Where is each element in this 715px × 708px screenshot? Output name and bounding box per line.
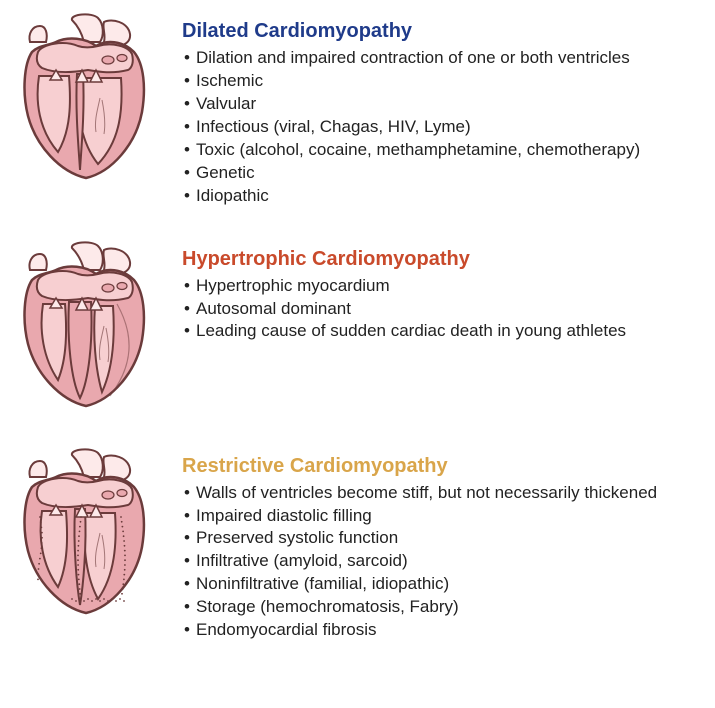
- bullet-item: Walls of ventricles become stiff, but no…: [182, 482, 703, 505]
- bullet-item: Noninfiltrative (familial, idiopathic): [182, 573, 703, 596]
- bullet-item: Endomyocardial fibrosis: [182, 619, 703, 642]
- bullet-item: Leading cause of sudden cardiac death in…: [182, 320, 703, 343]
- bullet-item: Hypertrophic myocardium: [182, 275, 703, 298]
- bullet-item: Toxic (alcohol, cocaine, methamphetamine…: [182, 139, 703, 162]
- section-dilated: Dilated Cardiomyopathy Dilation and impai…: [12, 12, 703, 208]
- bullet-list-dilated: Dilation and impaired contraction of one…: [182, 47, 703, 208]
- title-hypertrophic: Hypertrophic Cardiomyopathy: [182, 248, 703, 271]
- section-restrictive: Restrictive Cardiomyopathy Walls of ventr…: [12, 447, 703, 643]
- bullet-item: Ischemic: [182, 70, 703, 93]
- bullet-list-restrictive: Walls of ventricles become stiff, but no…: [182, 482, 703, 643]
- bullet-item: Idiopathic: [182, 185, 703, 208]
- bullet-item: Autosomal dominant: [182, 298, 703, 321]
- heart-diagram-hypertrophic: [12, 240, 162, 415]
- bullet-list-hypertrophic: Hypertrophic myocardiumAutosomal dominan…: [182, 275, 703, 344]
- text-block-hypertrophic: Hypertrophic Cardiomyopathy Hypertrophic …: [162, 240, 703, 344]
- heart-diagram-dilated: [12, 12, 162, 187]
- heart-diagram-restrictive: [12, 447, 162, 622]
- bullet-item: Genetic: [182, 162, 703, 185]
- bullet-item: Infectious (viral, Chagas, HIV, Lyme): [182, 116, 703, 139]
- text-block-dilated: Dilated Cardiomyopathy Dilation and impai…: [162, 12, 703, 208]
- text-block-restrictive: Restrictive Cardiomyopathy Walls of ventr…: [162, 447, 703, 643]
- bullet-item: Storage (hemochromatosis, Fabry): [182, 596, 703, 619]
- title-restrictive: Restrictive Cardiomyopathy: [182, 455, 703, 478]
- bullet-item: Preserved systolic function: [182, 527, 703, 550]
- bullet-item: Valvular: [182, 93, 703, 116]
- title-dilated: Dilated Cardiomyopathy: [182, 20, 703, 43]
- bullet-item: Dilation and impaired contraction of one…: [182, 47, 703, 70]
- bullet-item: Infiltrative (amyloid, sarcoid): [182, 550, 703, 573]
- bullet-item: Impaired diastolic filling: [182, 505, 703, 528]
- section-hypertrophic: Hypertrophic Cardiomyopathy Hypertrophic …: [12, 240, 703, 415]
